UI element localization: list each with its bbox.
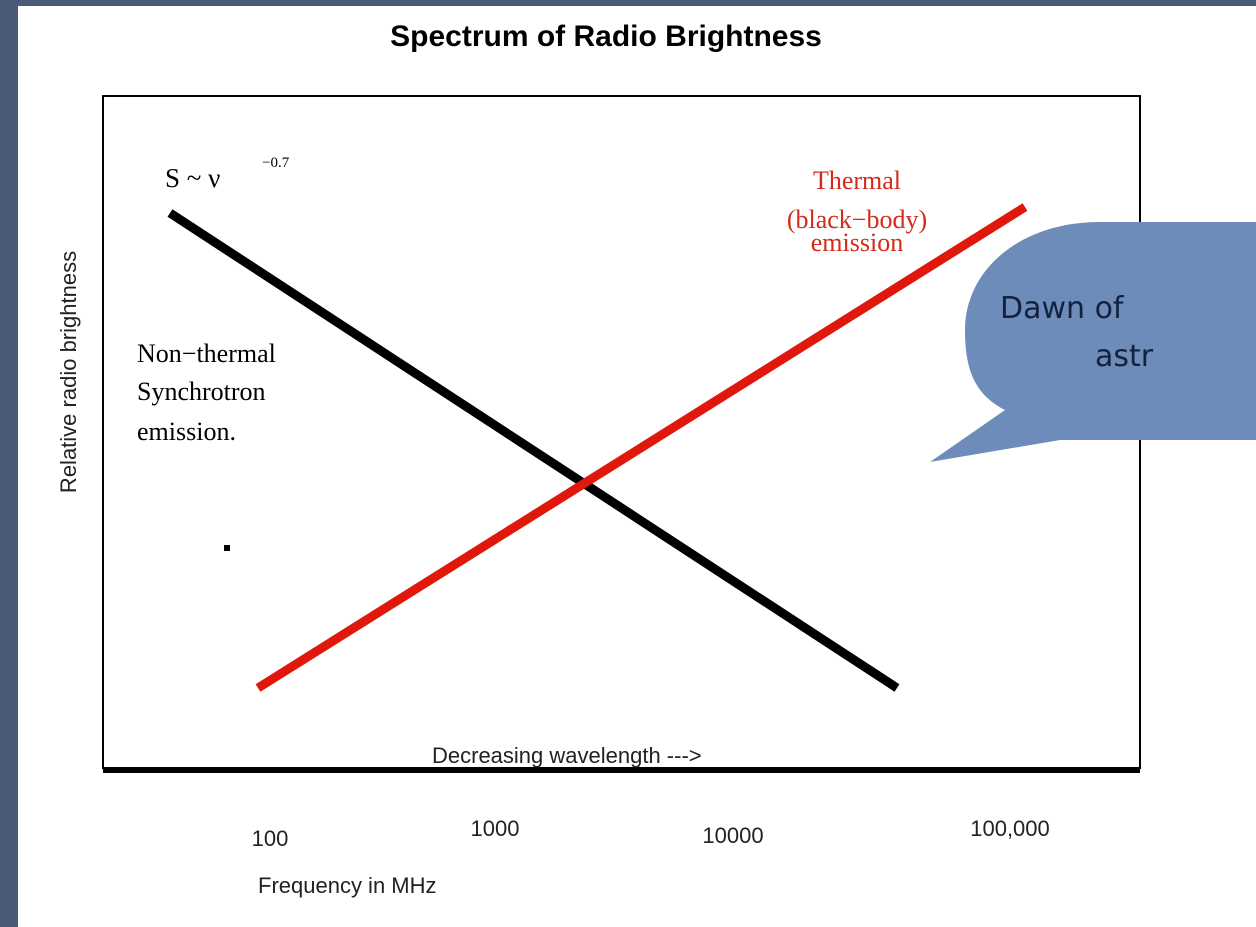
thermal-line: [255, 203, 1028, 692]
dot: [224, 545, 230, 551]
label-line: Synchrotron: [137, 377, 266, 406]
bubble-text: Dawn of astr: [1000, 291, 1154, 374]
x-tick-label: 100,000: [970, 816, 1050, 841]
label-line: Non−thermal: [137, 339, 276, 368]
speech-bubble: [930, 222, 1256, 462]
chart-image: [18, 6, 1256, 927]
nonthermal-label: Non−thermal Synchrotron emission.: [137, 339, 276, 446]
synchrotron-line: [167, 209, 900, 692]
label-line: emission.: [137, 417, 236, 446]
wavelength-note: Decreasing wavelength --->: [432, 743, 702, 768]
label-line: Thermal: [813, 166, 901, 195]
y-axis-label: Relative radio brightness: [56, 251, 81, 493]
x-tick-label: 100: [252, 826, 289, 851]
x-tick-labels: 100 1000 10000 100,000: [252, 816, 1050, 851]
x-axis-label: Frequency in MHz: [258, 873, 437, 898]
chart-title: Spectrum of Radio Brightness: [390, 20, 822, 53]
label-line: emission: [811, 228, 903, 257]
bubble-line: astr: [1095, 339, 1154, 374]
power-law-exponent: −0.7: [262, 155, 290, 171]
thermal-label: Thermal (black−body) emission: [787, 166, 927, 257]
power-law: S ~ ν: [165, 163, 220, 193]
bubble-line: Dawn of: [1000, 291, 1125, 326]
x-tick-label: 1000: [471, 816, 520, 841]
x-tick-label: 10000: [702, 823, 763, 848]
label-line: (black−body): [787, 205, 927, 234]
